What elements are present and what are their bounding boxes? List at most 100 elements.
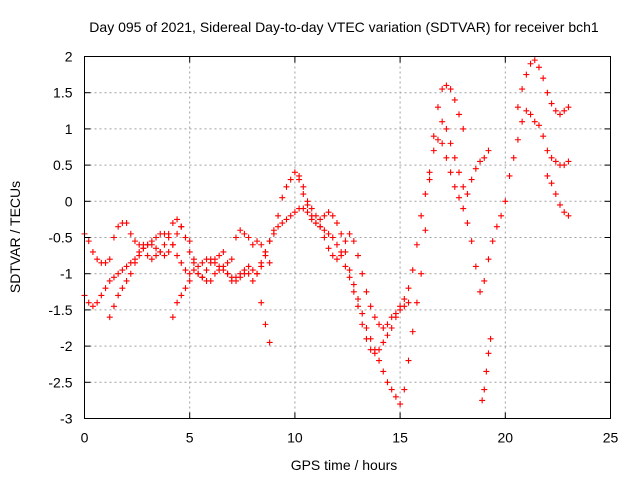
data-point (266, 238, 273, 245)
data-point (346, 274, 353, 281)
data-point (355, 252, 362, 259)
data-point (565, 104, 572, 111)
data-point (350, 281, 357, 288)
data-point (401, 303, 408, 310)
data-point (333, 220, 340, 227)
data-point (321, 212, 328, 219)
data-point (85, 238, 92, 245)
data-point (422, 191, 429, 198)
data-point (182, 267, 189, 274)
y-tick-label: 0 (65, 193, 73, 209)
data-point (523, 71, 530, 78)
x-tick-label: 0 (81, 430, 89, 446)
data-point (514, 104, 521, 111)
data-point (131, 259, 138, 266)
data-point (317, 223, 324, 230)
y-axis-tick-labels: -3 -2.5 -2 -1.5 -1 -0.5 0 0.5 1 1.5 2 (48, 49, 72, 427)
data-point (220, 263, 227, 270)
data-point (355, 303, 362, 310)
data-point (535, 122, 542, 129)
data-point (329, 234, 336, 241)
data-point (94, 299, 101, 306)
data-point (397, 306, 404, 313)
plot-frame (84, 56, 611, 419)
data-point (312, 220, 319, 227)
data-point (195, 263, 202, 270)
data-point (380, 339, 387, 346)
data-point (106, 277, 113, 284)
data-point (304, 198, 311, 205)
data-point (157, 248, 164, 255)
data-point (249, 277, 256, 284)
data-point (447, 169, 454, 176)
data-point (283, 216, 290, 223)
data-point (178, 259, 185, 266)
data-point (439, 140, 446, 147)
data-point (338, 230, 345, 237)
data-point (174, 252, 181, 259)
data-point (363, 288, 370, 295)
data-point (85, 299, 92, 306)
data-point (485, 256, 492, 263)
data-point (300, 183, 307, 190)
data-point (401, 296, 408, 303)
data-point (472, 165, 479, 172)
data-point (161, 252, 168, 259)
data-point (300, 191, 307, 198)
grid-lines (84, 56, 611, 419)
data-point (451, 183, 458, 190)
data-point (498, 212, 505, 219)
y-tick-label: -3 (60, 411, 73, 427)
data-point (472, 263, 479, 270)
data-point (367, 303, 374, 310)
data-point (102, 285, 109, 292)
data-point (397, 401, 404, 408)
data-point (190, 267, 197, 274)
data-point (161, 241, 168, 248)
data-point (388, 325, 395, 331)
data-point (144, 252, 151, 259)
data-point (115, 223, 122, 230)
data-point (237, 274, 244, 281)
data-point (317, 216, 324, 223)
data-point (502, 198, 509, 205)
data-point (220, 248, 227, 255)
y-tick-label: 2 (65, 49, 73, 65)
data-point (413, 241, 420, 248)
data-point (527, 60, 534, 67)
x-axis-tick-labels: 0 5 10 15 20 25 (81, 430, 619, 446)
data-point (413, 299, 420, 306)
data-point (266, 259, 273, 266)
data-point (102, 259, 109, 266)
data-point (237, 227, 244, 234)
data-point (245, 270, 252, 277)
data-point (245, 263, 252, 270)
data-point (371, 314, 378, 321)
data-point (456, 194, 463, 201)
data-point (552, 158, 559, 165)
data-point (350, 288, 357, 295)
data-point (291, 209, 298, 216)
data-point (174, 216, 181, 223)
data-point (186, 248, 193, 255)
data-point (519, 118, 526, 125)
data-point (98, 292, 105, 299)
data-point (510, 154, 517, 161)
data-point (127, 230, 134, 237)
data-point (140, 245, 147, 252)
data-point (342, 238, 349, 245)
data-point (418, 270, 425, 277)
data-point (258, 259, 265, 266)
data-point (460, 183, 467, 190)
data-point (426, 169, 433, 176)
data-point (224, 270, 231, 277)
data-point (94, 256, 101, 263)
data-point (548, 100, 555, 107)
data-point (216, 267, 223, 274)
data-point (254, 270, 261, 277)
data-point (262, 248, 269, 255)
x-tick-label: 15 (392, 430, 408, 446)
data-point (258, 299, 265, 306)
y-axis-label: SDTVAR / TECUs (7, 181, 23, 293)
data-point (481, 154, 488, 161)
